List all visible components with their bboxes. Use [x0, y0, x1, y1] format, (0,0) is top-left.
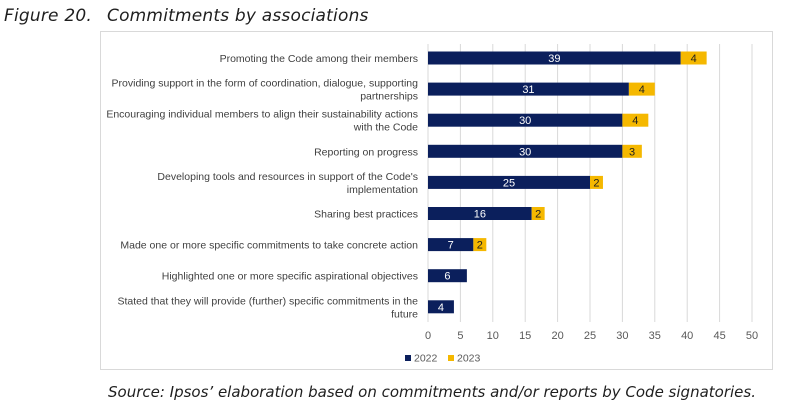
figure-source: Source: Ipsos’ elaboration based on comm… — [108, 383, 756, 401]
bar-2023 — [590, 175, 603, 189]
x-tick-label: 35 — [649, 330, 661, 342]
data-label-2023: 4 — [639, 84, 645, 96]
data-label-2022: 7 — [448, 240, 454, 252]
data-label-2023: 4 — [632, 115, 638, 127]
x-tick-label: 50 — [746, 330, 758, 342]
category-labels: Promoting the Code among their members Pr… — [106, 53, 418, 320]
figure-number: Figure 20. — [4, 6, 92, 26]
legend-swatch-2023 — [448, 355, 454, 361]
bar-2022 — [428, 238, 474, 252]
data-label-2022: 6 — [444, 271, 450, 283]
bar-2022 — [428, 175, 590, 189]
bar-2023 — [531, 207, 545, 220]
data-label-2022: 4 — [438, 302, 444, 314]
category-label: Developing tools and resources in suppor… — [157, 171, 418, 196]
data-label-2023: 2 — [535, 209, 541, 221]
category-label: Encouraging individual members to align … — [106, 109, 418, 134]
x-tick-label: 0 — [425, 330, 431, 342]
data-label-2022: 16 — [474, 209, 486, 221]
data-label-2022: 30 — [519, 146, 531, 158]
data-label-2022: 31 — [522, 84, 534, 96]
bar-2022 — [428, 144, 623, 158]
data-label-2022: 30 — [519, 115, 531, 127]
figure-title: Figure 20. Commitments by associations — [4, 6, 369, 26]
legend-label-2023: 2023 — [457, 353, 481, 365]
data-label-2022: 39 — [548, 53, 560, 65]
category-label: Sharing best practices — [314, 209, 418, 221]
x-axis-ticks: 0 5 10 15 20 25 30 35 40 45 50 — [425, 330, 758, 342]
category-label: Reporting on progress — [314, 146, 418, 158]
x-tick-label: 20 — [551, 330, 563, 342]
data-label-2023: 2 — [593, 177, 599, 189]
bars: 39 4 31 4 30 4 30 3 25 2 16 2 7 2 6 4 — [428, 51, 707, 314]
x-tick-label: 15 — [519, 330, 531, 342]
bar-2022 — [428, 269, 467, 283]
x-tick-label: 10 — [487, 330, 499, 342]
x-tick-label: 45 — [713, 330, 725, 342]
bar-2023 — [628, 82, 655, 96]
bar-2023 — [622, 144, 642, 158]
category-label: Stated that they will provide (further) … — [117, 295, 418, 320]
bar-2022 — [428, 207, 532, 220]
bar-2022 — [428, 300, 454, 314]
data-label-2022: 25 — [503, 177, 515, 189]
bar-2023 — [680, 51, 707, 65]
bar-2022 — [428, 82, 629, 96]
chart-frame — [100, 31, 773, 370]
x-tick-label: 30 — [616, 330, 628, 342]
category-label: Made one or more specific commitments to… — [120, 240, 418, 252]
x-tick-label: 40 — [681, 330, 693, 342]
data-label-2023: 2 — [477, 240, 483, 252]
bar-2022 — [428, 113, 623, 127]
category-label: Promoting the Code among their members — [220, 53, 418, 65]
data-label-2023: 4 — [691, 53, 697, 65]
data-label-2023: 3 — [629, 146, 635, 158]
legend-swatch-2022 — [405, 355, 411, 361]
legend-label-2022: 2022 — [414, 353, 438, 365]
x-tick-label: 25 — [584, 330, 596, 342]
bar-2023 — [473, 238, 487, 252]
bar-2023 — [622, 113, 649, 127]
category-label: Providing support in the form of coordin… — [112, 78, 419, 103]
figure-title-text: Commitments by associations — [107, 6, 369, 26]
category-label: Highlighted one or more specific aspirat… — [162, 271, 418, 283]
x-tick-label: 5 — [457, 330, 463, 342]
bar-2022 — [428, 51, 681, 65]
legend: 2022 2023 — [405, 353, 481, 365]
